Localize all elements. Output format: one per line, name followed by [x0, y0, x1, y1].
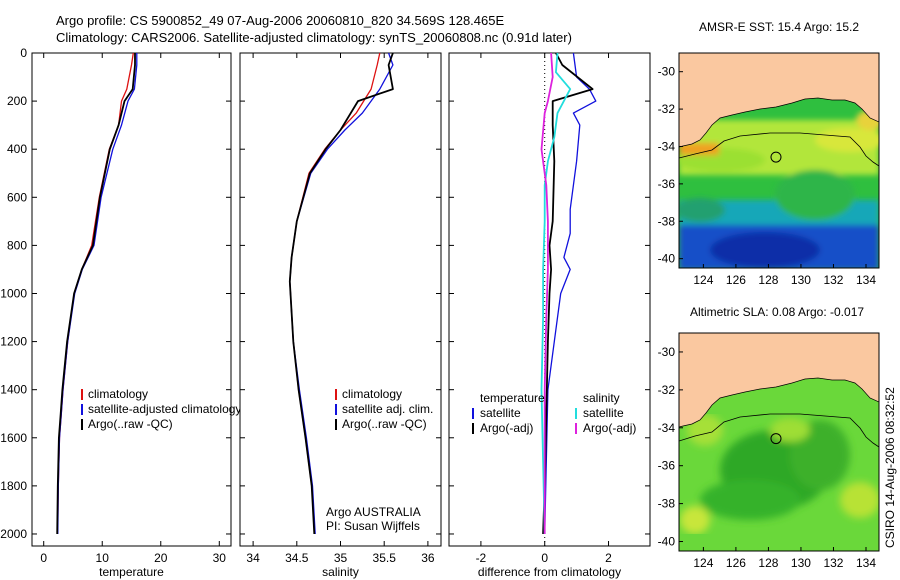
- sla-lat-label: -32: [658, 383, 676, 397]
- side-timestamp: CSIRO 14-Aug-2006 08:32:52: [883, 387, 897, 548]
- sst-lat-label: -34: [658, 139, 676, 153]
- salinity-x-axis-label: salinity: [322, 565, 359, 579]
- sst-map-frame: [678, 52, 880, 269]
- difference-xtick-label: 0: [541, 551, 548, 565]
- sla-lon-label: 128: [758, 556, 778, 570]
- sst-lon-label: 132: [823, 273, 843, 287]
- salinity-xtick-label: 34: [246, 551, 260, 565]
- temperature-xtick-label: 0: [40, 551, 47, 565]
- sst-lat-label: -32: [658, 102, 676, 116]
- sst-field: [679, 110, 879, 268]
- sla-lat-label: -40: [658, 535, 676, 549]
- difference-series-0: [544, 52, 597, 535]
- temperature-xtick-label: 30: [213, 551, 227, 565]
- salinity-plot-frame: [239, 52, 442, 547]
- panel-annotation: Argo AUSTRALIA: [326, 505, 421, 519]
- sst-lon-label: 126: [726, 273, 746, 287]
- header-line-1: Argo profile: CS 5900852_49 07-Aug-2006 …: [56, 13, 504, 28]
- legend-entry: climatology: [342, 387, 402, 401]
- legend-title-temperature: temperature: [480, 391, 545, 405]
- sla-map: [679, 333, 879, 551]
- sst-lon-label: 124: [693, 273, 713, 287]
- depth-tick-label: 1000: [0, 286, 27, 300]
- legend-title-salinity: salinity: [583, 391, 620, 405]
- legend-entry: Argo(-adj): [583, 421, 636, 435]
- depth-tick-label: 1800: [0, 479, 27, 493]
- sla-depth-contour: [679, 413, 879, 448]
- sla-lon-label: 124: [693, 556, 713, 570]
- legend-entry: satellite: [583, 406, 624, 420]
- difference-x-axis-label: difference from climatology: [478, 565, 621, 579]
- sst-map-land: [679, 53, 879, 148]
- sla-map-frame: [678, 332, 880, 552]
- sla-lat-label: -34: [658, 421, 676, 435]
- sst-lat-label: -40: [658, 252, 676, 266]
- legend-entry: Argo(..raw -QC): [342, 417, 427, 431]
- sla-lon-label: 126: [726, 556, 746, 570]
- temperature-xtick-label: 10: [96, 551, 110, 565]
- sst-lon-label: 130: [791, 273, 811, 287]
- temperature-plot-frame: [31, 52, 232, 547]
- sst-lat-label: -30: [658, 65, 676, 79]
- legend-entry: Argo(..raw -QC): [88, 417, 173, 431]
- temperature-x-axis-label: temperature: [99, 565, 164, 579]
- sla-lat-label: -36: [658, 459, 676, 473]
- depth-tick-label: 200: [7, 94, 27, 108]
- sla-lon-label: 130: [791, 556, 811, 570]
- temperature-series-2: [56, 53, 136, 535]
- sst-map-title: AMSR-E SST: 15.4 Argo: 15.2: [699, 20, 859, 34]
- depth-tick-label: 1400: [0, 383, 27, 397]
- sla-lat-label: -30: [658, 345, 676, 359]
- sla-field: [680, 414, 879, 534]
- sst-map: [679, 53, 879, 268]
- salinity-panel: 34 34.5 35 35.5 36 salinity climatologysatelli…: [239, 52, 442, 579]
- legend-entry: satellite: [480, 406, 521, 420]
- depth-tick-label: 400: [7, 142, 27, 156]
- sst-lat-label: -36: [658, 177, 676, 191]
- legend-entry: satellite-adjusted climatology: [88, 402, 241, 416]
- sla-argo-marker: [770, 433, 782, 445]
- legend-entry: climatology: [88, 387, 148, 401]
- salinity-xtick-label: 35: [334, 551, 348, 565]
- legend-entry: Argo(-adj): [480, 421, 533, 435]
- sst-depth-contour: [679, 132, 879, 167]
- legend-entry: satellite adj. clim.: [342, 402, 433, 416]
- salinity-xtick-label: 34.5: [285, 551, 309, 565]
- depth-tick-label: 1200: [0, 335, 27, 349]
- sla-lat-label: -38: [658, 497, 676, 511]
- sla-map-land: [679, 333, 879, 428]
- difference-xtick-label: -2: [476, 551, 487, 565]
- salinity-xtick-label: 36: [421, 551, 435, 565]
- sla-map-title: Altimetric SLA: 0.08 Argo: -0.017: [690, 305, 864, 319]
- depth-tick-label: 600: [7, 190, 27, 204]
- difference-xtick-label: 2: [605, 551, 612, 565]
- sst-lon-label: 134: [856, 273, 876, 287]
- header-line-2: Climatology: CARS2006. Satellite-adjuste…: [56, 30, 572, 45]
- panel-annotation: PI: Susan Wijffels: [326, 519, 420, 533]
- sla-lon-label: 132: [823, 556, 843, 570]
- temperature-panel: 0 10 20 30 temperature 0 200 400 600 800 1000 1200 1…: [0, 46, 241, 579]
- sla-lon-label: 134: [856, 556, 876, 570]
- sst-lon-label: 128: [758, 273, 778, 287]
- difference-series-2: [540, 52, 572, 535]
- depth-tick-label: 2000: [0, 527, 27, 541]
- difference-series-3: [540, 52, 554, 534]
- difference-series-1: [542, 52, 594, 535]
- depth-tick-label: 0: [20, 46, 27, 60]
- salinity-xtick-label: 35.5: [373, 551, 397, 565]
- temperature-xtick-label: 20: [154, 551, 168, 565]
- sst-argo-marker: [770, 151, 782, 163]
- salinity-series-2: [288, 52, 394, 535]
- depth-tick-label: 800: [7, 238, 27, 252]
- depth-tick-label: 1600: [0, 431, 27, 445]
- sst-lat-label: -38: [658, 214, 676, 228]
